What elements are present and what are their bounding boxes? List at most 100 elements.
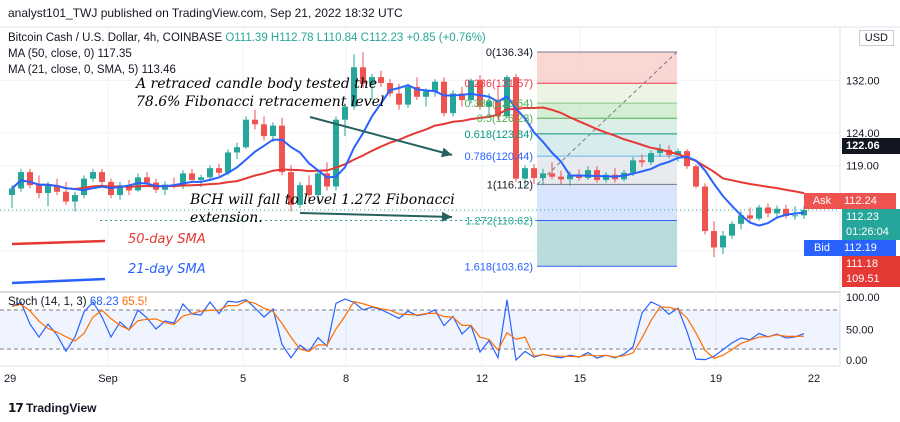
annotation-retrace-line1: A retraced candle body tested the [136, 76, 378, 92]
fib-label: 0.786(120.44) [465, 151, 534, 163]
candle-body [378, 77, 384, 84]
fib-label: 0.5(126.23) [477, 113, 533, 125]
symbol-name: Bitcoin Cash / U.S. Dollar, 4h, COINBASE [8, 32, 223, 44]
candle-body [297, 185, 303, 205]
candle-body [720, 235, 726, 248]
candle-body [648, 153, 654, 163]
stoch-title: Stoch (14, 1, 3) [8, 296, 87, 308]
candle-body [9, 188, 15, 196]
ma50-axis-label: 111.18 [842, 256, 900, 272]
candle-body [441, 81, 447, 114]
candle-body [234, 147, 240, 153]
legend-ma21: MA (21, close, 0, SMA, 5) 113.46 [8, 64, 176, 76]
ma-axis-label-2: 109.51 [842, 271, 900, 287]
time-tick: 12 [476, 373, 488, 385]
ask-label: Ask [804, 193, 840, 209]
fib-label: 1(116.12) [487, 179, 533, 191]
price-tick: 124.00 [846, 128, 880, 140]
fib-zone [537, 118, 677, 134]
candle-body [774, 208, 780, 214]
fib-zone [537, 103, 677, 119]
candle-body [180, 173, 186, 186]
bid-label: Bid [804, 240, 840, 256]
candle-body [72, 195, 78, 202]
annotation-retrace-line2: 78.6% Fibonacci retracement level [136, 94, 385, 110]
watermark-text: TradingView [26, 401, 97, 415]
time-tick: 22 [808, 373, 820, 385]
candle-body [549, 173, 555, 177]
price-tick: 132.00 [846, 75, 880, 87]
candle-body [270, 125, 276, 137]
fib-zone [537, 133, 677, 157]
current-price-label: 122.06 [842, 138, 900, 154]
candle-body [603, 174, 609, 180]
candle-body [117, 185, 123, 196]
price-tick: 100.00 [846, 292, 880, 304]
candle-body [711, 231, 717, 248]
candle-body [702, 186, 708, 232]
fib-label: 0.236(131.57) [465, 78, 534, 90]
candle-body [27, 172, 33, 186]
candle-body [54, 185, 60, 192]
ma50-line [11, 106, 805, 195]
stoch-d-line [11, 300, 805, 360]
price-tick: 119.00 [846, 161, 879, 173]
candle-body [261, 124, 267, 137]
time-tick: 8 [343, 373, 349, 385]
ask-value: 112.24 [840, 193, 896, 209]
fib-zone [537, 51, 677, 84]
candle-body [468, 80, 474, 101]
annotation-target-line2: extension. [190, 210, 263, 226]
candle-body [414, 86, 420, 97]
price-axis-ticks: 132.00 124.00 119.00 100.00 50.00 0.00 [846, 75, 880, 367]
legend-50-line [11, 239, 106, 246]
candle-body [738, 215, 744, 224]
fib-zone [537, 156, 677, 185]
candle-body [369, 77, 375, 84]
legend-21-line [11, 277, 106, 285]
candle-body [252, 119, 258, 125]
annotation-arrows [299, 116, 453, 222]
candle-body [324, 173, 330, 187]
target-arrow-head [441, 211, 452, 222]
candle-body [279, 125, 285, 173]
candle-body [306, 185, 312, 196]
candle-body [333, 119, 339, 187]
candle-body [45, 185, 51, 194]
candle-body [351, 67, 357, 107]
bid-row: Bid 112.19 [804, 240, 900, 256]
candle-body [396, 93, 402, 105]
fib-label: 0.382(128.54) [465, 98, 534, 110]
candle-body [315, 173, 321, 196]
candle-body [207, 168, 213, 178]
candle-body [432, 81, 438, 92]
candle-body [189, 173, 195, 180]
time-tick: 5 [240, 373, 246, 385]
fib-label: 1.272(110.62) [465, 215, 533, 227]
legend-symbol-line: Bitcoin Cash / U.S. Dollar, 4h, COINBASE… [8, 32, 486, 44]
publisher-line: analyst101_TWJ published on TradingView.… [8, 6, 403, 20]
fibonacci-zones [537, 51, 677, 267]
candle-body [198, 177, 204, 180]
candle-body [567, 174, 573, 180]
time-tick: 19 [710, 373, 722, 385]
ohlc-values: O111.39 H112.78 L110.84 C112.23 +0.85 (+… [225, 32, 486, 44]
candle-body [657, 149, 663, 154]
candle-body [342, 106, 348, 120]
fib-label: 0.618(123.84) [465, 129, 534, 141]
legend-ma50: MA (50, close, 0) 117.35 [8, 48, 132, 60]
candle-body [693, 166, 699, 187]
currency-button[interactable]: USD [858, 30, 894, 46]
candle-body [216, 168, 222, 173]
fib-extension-zone-2 [537, 220, 677, 267]
candle-body [63, 191, 69, 202]
fib-label: 1.618(103.62) [465, 261, 534, 273]
annotation-target-line1: BCH will fall to level 1.272 Fibonacci [190, 192, 455, 208]
bid-value: 112.19 [840, 240, 896, 256]
candle-body [783, 208, 789, 216]
candle-body [729, 223, 735, 236]
stoch-legend: Stoch (14, 1, 3) 68.23 65.5! [8, 296, 147, 308]
candle-body [144, 177, 150, 183]
